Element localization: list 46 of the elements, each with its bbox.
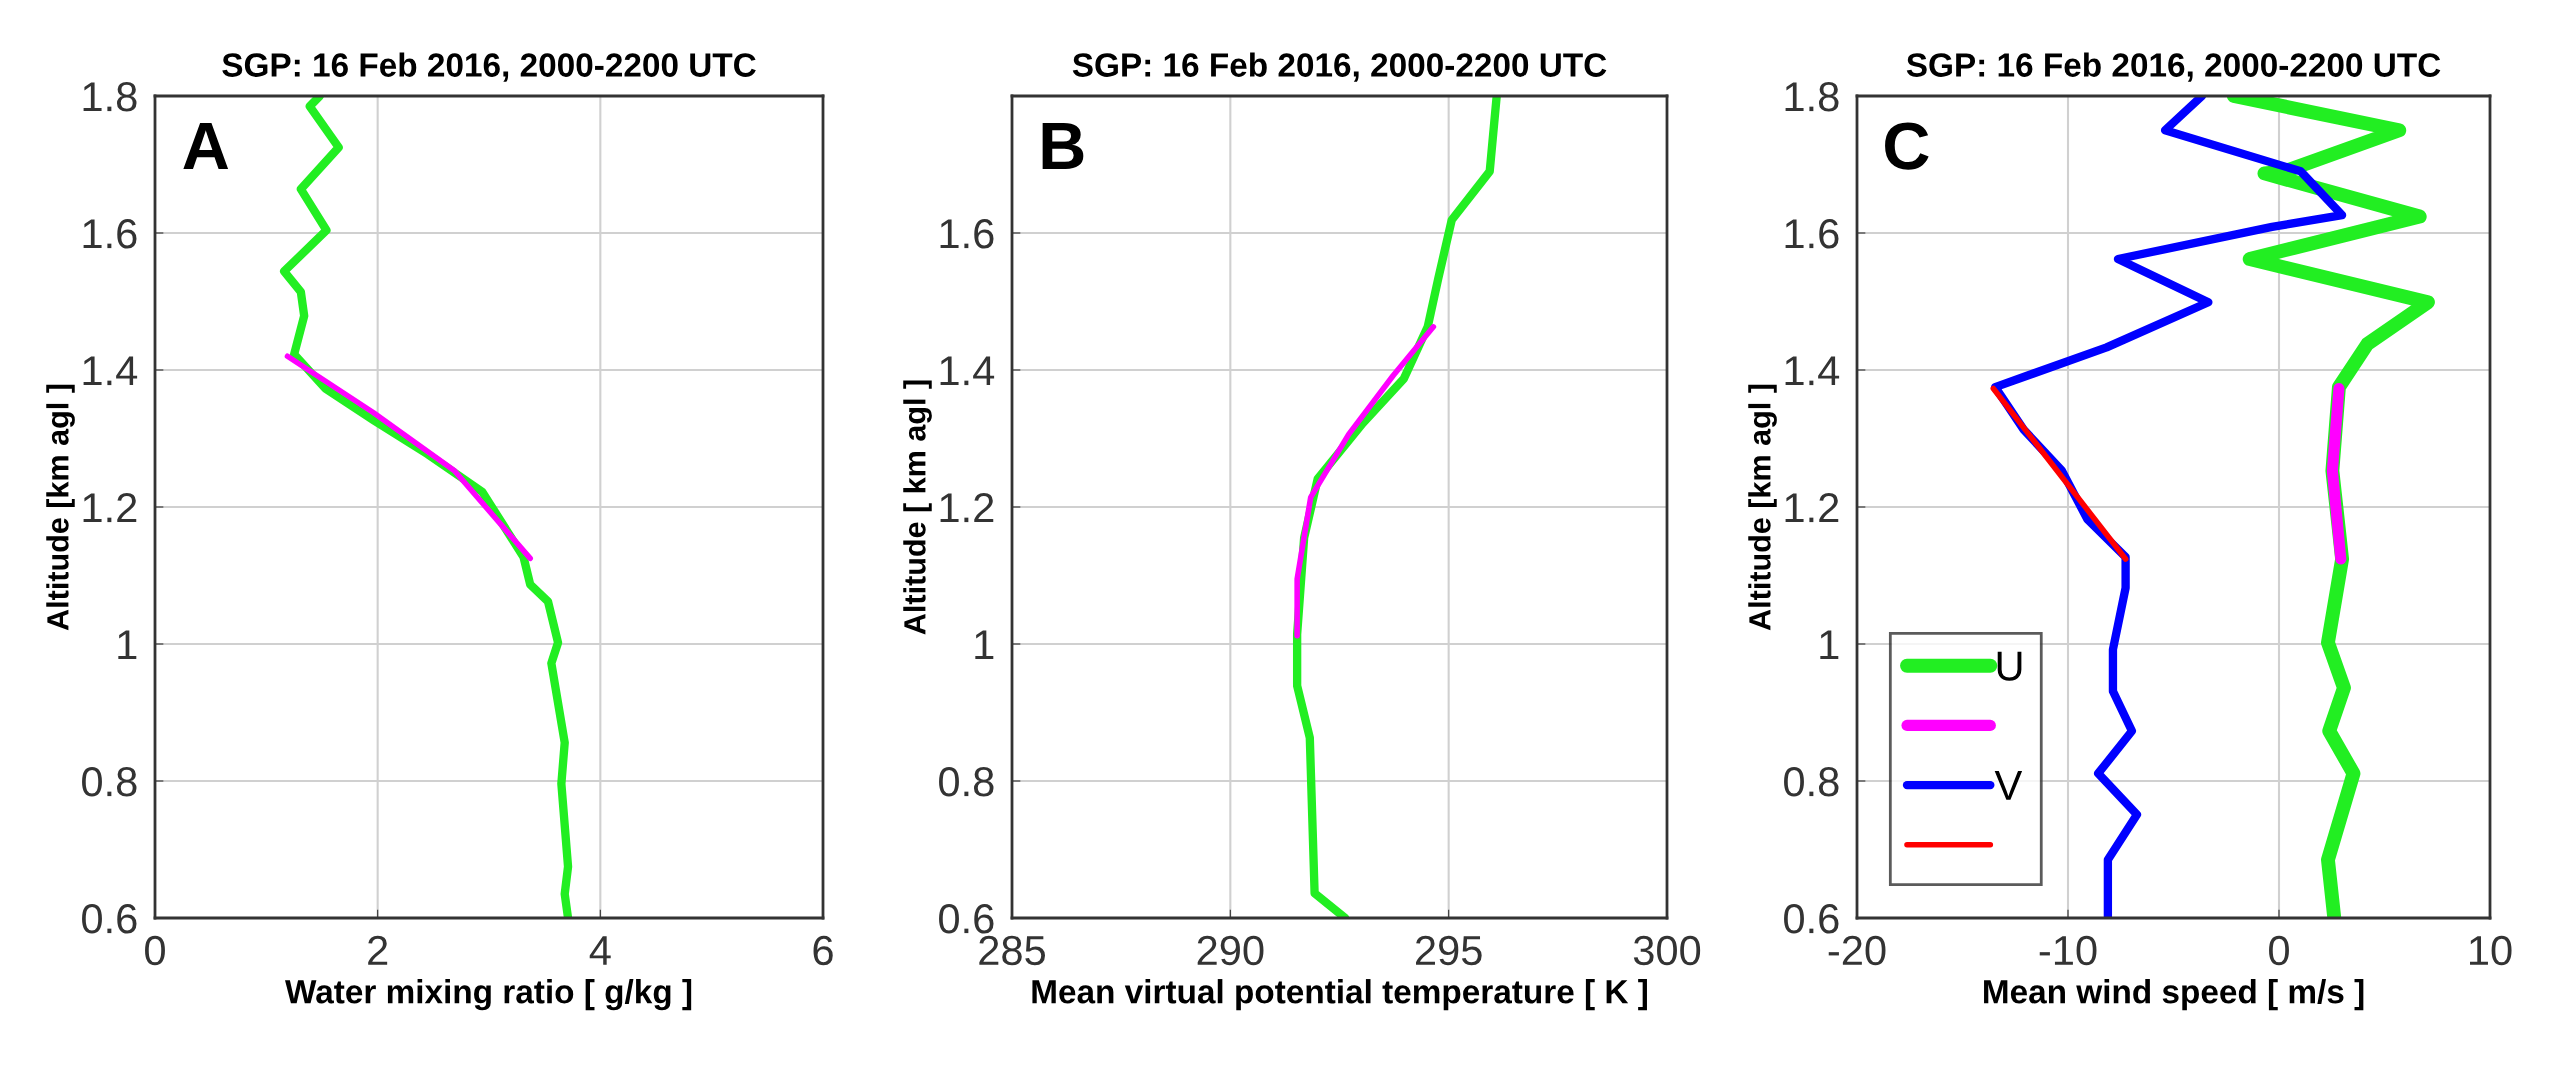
x-tick-label: 295 xyxy=(1416,935,1482,966)
chart-title: SGP: 16 Feb 2016, 2000-2200 UTC xyxy=(222,52,756,82)
y-tick-label: 0.6 xyxy=(939,904,994,934)
y-tick-label: 1.2 xyxy=(940,493,994,523)
legend-label: U xyxy=(1997,651,2022,681)
x-tick-label: -10 xyxy=(2039,935,2097,966)
x-tick-label: 0 xyxy=(2269,935,2289,966)
x-tick-label: -20 xyxy=(1828,935,1886,966)
x-axis-title: Mean wind speed [ m/s ] xyxy=(1984,979,2364,1011)
y-tick-label: 1.8 xyxy=(1785,82,1839,112)
y-tick-label: 1.4 xyxy=(83,356,138,386)
y-tick-label: 1 xyxy=(1820,630,1839,660)
y-tick-label: 1.4 xyxy=(940,356,995,386)
y-tick-label: 1 xyxy=(118,630,137,660)
x-tick-label: 4 xyxy=(589,936,611,965)
y-tick-label: 0.6 xyxy=(82,904,137,934)
y-tick-label: 1.8 xyxy=(83,82,137,112)
chart-title: SGP: 16 Feb 2016, 2000-2200 UTC xyxy=(1906,52,2441,82)
x-tick-label: 290 xyxy=(1197,935,1264,966)
y-axis-title: Altitude [km agl ] xyxy=(1748,384,1777,631)
y-tick-label: 1.4 xyxy=(1785,356,1840,386)
x-tick-label: 285 xyxy=(979,935,1046,966)
x-axis-title: Mean virtual potential temperature [ K ] xyxy=(1032,979,1647,1011)
y-tick-label: 1.6 xyxy=(940,219,994,249)
annotation: B xyxy=(1042,123,1084,169)
x-tick-label: 0 xyxy=(145,935,165,966)
y-tick-label: 0.8 xyxy=(939,767,994,797)
y-tick-label: 0.6 xyxy=(1784,904,1839,934)
x-tick-label: 2 xyxy=(368,935,388,965)
y-axis-title: Altitude [ km agl ] xyxy=(903,380,932,635)
y-tick-label: 1.2 xyxy=(83,493,137,523)
x-axis-title: Water mixing ratio [ g/kg ] xyxy=(285,979,692,1011)
y-tick-label: 0.8 xyxy=(82,767,137,797)
y-tick-label: 1.6 xyxy=(1785,219,1839,249)
chart-title: SGP: 16 Feb 2016, 2000-2200 UTC xyxy=(1072,52,1607,82)
legend-label: V xyxy=(1994,771,2023,800)
annotation: C xyxy=(1885,122,1929,170)
y-tick-label: 1.2 xyxy=(1785,493,1839,523)
y-tick-label: 1.6 xyxy=(83,219,137,249)
x-tick-label: 10 xyxy=(2470,935,2512,966)
y-axis-title: Altitude [km agl ] xyxy=(46,384,75,631)
x-tick-label: 6 xyxy=(813,935,833,966)
y-tick-label: 0.8 xyxy=(1784,767,1839,797)
annotation: A xyxy=(183,123,229,169)
y-tick-label: 1 xyxy=(975,630,994,660)
x-tick-label: 300 xyxy=(1633,935,1701,966)
